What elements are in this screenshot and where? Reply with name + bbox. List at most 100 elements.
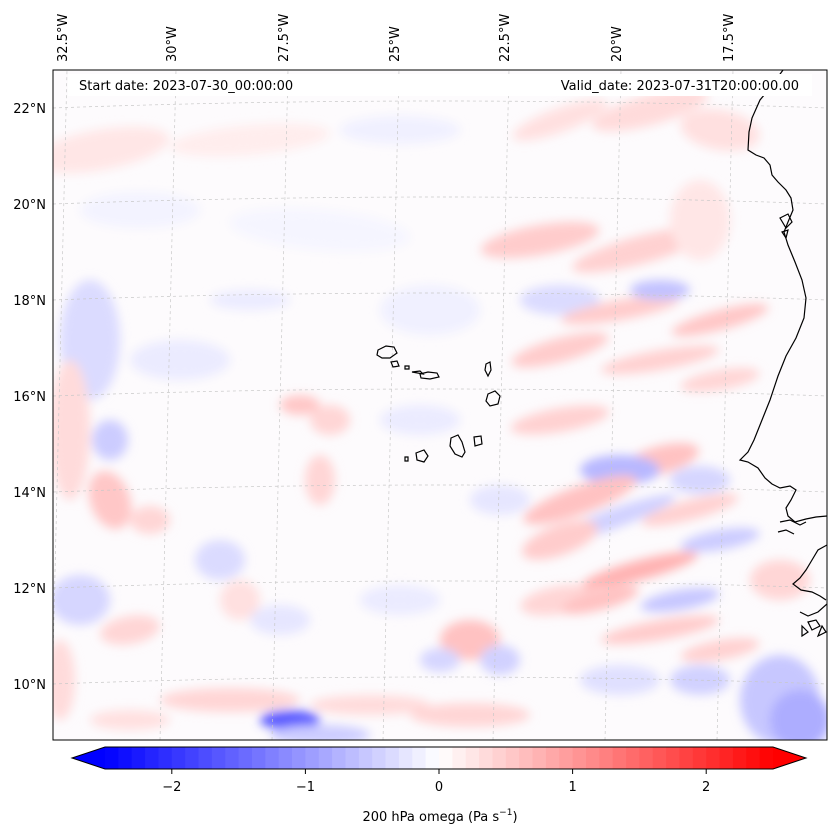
omega-patch <box>130 340 230 380</box>
start-date-label: Start date: 2023-07-30_00:00:00 <box>79 79 293 94</box>
island-maio <box>473 435 483 447</box>
colorbar-tick-label: 1 <box>568 780 576 795</box>
colorbar-bin <box>238 747 253 769</box>
colorbar-bin <box>292 747 306 769</box>
meridian-line <box>159 70 177 740</box>
omega-patch <box>310 405 350 435</box>
lat-tick-label: 16°N <box>13 390 46 405</box>
omega-patch <box>90 710 170 730</box>
omega-patch <box>520 285 600 315</box>
colorbar-outline <box>70 746 808 770</box>
omega-patch <box>581 551 699 589</box>
africa-coastline <box>738 70 827 523</box>
guinea-islands <box>801 619 827 638</box>
colorbar-bin <box>318 747 333 769</box>
colorbar-bin <box>211 747 226 769</box>
meridian-line <box>604 70 622 740</box>
omega-patch <box>53 640 75 720</box>
colorbar-bin <box>679 747 694 769</box>
omega-patch <box>260 710 320 730</box>
omega-patch <box>671 303 769 337</box>
map-frame <box>52 69 828 741</box>
longitude-labels: 32.5°W 30°W 27.5°W 25°W 22.5°W 20°W 17.5°W <box>56 14 737 62</box>
colorbar-bin <box>692 747 707 769</box>
omega-patch <box>670 180 730 260</box>
omega-patch <box>380 285 480 335</box>
island-santo-antao <box>376 345 398 359</box>
colorbar-bin <box>652 747 667 769</box>
colorbar-bin <box>345 747 360 769</box>
island-sao-vicente <box>390 360 400 368</box>
lon-tick-label: 22.5°W <box>498 14 513 62</box>
colorbar-bin <box>439 747 453 769</box>
meridian-line <box>716 70 734 740</box>
colorbar-bin <box>545 747 560 769</box>
sierra-leone-coast <box>799 603 827 617</box>
parallel-line <box>53 388 827 397</box>
parallel-line <box>53 196 827 205</box>
omega-patch <box>88 470 132 530</box>
omega-patch <box>80 192 200 228</box>
lat-tick-label: 14°N <box>13 486 46 501</box>
omega-patch <box>100 615 160 645</box>
omega-patch <box>250 605 310 635</box>
colorbar-bin <box>171 747 186 769</box>
island-brava <box>404 456 409 462</box>
cape-verde-islands <box>376 345 501 463</box>
omega-patch <box>591 88 709 132</box>
island-sal <box>484 361 492 378</box>
lat-tick-label: 22°N <box>13 102 46 117</box>
lat-tick-label: 10°N <box>13 678 46 693</box>
lon-tick-label: 27.5°W <box>277 14 292 62</box>
parallel-line <box>53 676 827 685</box>
omega-patch <box>230 208 410 252</box>
colorbar-bin <box>732 747 747 769</box>
omega-patch <box>440 620 500 660</box>
island-sao-nicolau-east <box>419 371 440 380</box>
colorbar-bin <box>505 747 520 769</box>
lon-tick-label: 32.5°W <box>56 14 71 62</box>
colorbar-tick-label: −2 <box>162 780 181 795</box>
omega-patch <box>770 690 827 740</box>
island-santa-luzia <box>404 365 410 370</box>
gridlines <box>53 70 827 740</box>
omega-patch <box>580 665 660 695</box>
lon-tick-label: 20°W <box>610 26 625 62</box>
parallel-line <box>53 580 827 589</box>
colorbar-bin <box>572 747 587 769</box>
omega-patch <box>522 520 598 560</box>
island-santiago <box>449 434 466 458</box>
colorbar-bin <box>251 747 266 769</box>
colorbar-bin <box>398 747 413 769</box>
omega-patch <box>53 575 110 625</box>
omega-patch <box>511 332 609 368</box>
map-area <box>52 69 828 741</box>
omega-patch <box>410 703 530 727</box>
colorbar-bin <box>585 747 600 769</box>
colorbar-bin <box>118 747 133 769</box>
colorbar-bins <box>105 747 774 769</box>
colorbar-max-extend <box>773 747 806 769</box>
omega-patch <box>220 580 260 620</box>
island-fogo <box>415 449 429 463</box>
omega-patch <box>480 645 520 675</box>
omega-patch <box>53 360 90 500</box>
omega-patch <box>680 109 760 151</box>
colorbar-bin <box>719 747 734 769</box>
coast-islands <box>779 213 793 240</box>
colorbar-bin <box>131 747 146 769</box>
omega-patch <box>280 395 320 415</box>
colorbar-bin <box>278 747 293 769</box>
colorbar-tick-label: 2 <box>702 780 710 795</box>
colorbar-bin <box>519 747 534 769</box>
colorbar-bin <box>358 747 373 769</box>
gambia-coast <box>777 519 807 535</box>
colorbar-bin <box>452 747 467 769</box>
lat-tick-label: 18°N <box>13 294 46 309</box>
colorbar-bin <box>599 747 614 769</box>
colorbar-bin <box>479 747 494 769</box>
omega-patch <box>523 475 637 525</box>
colorbar-bin <box>198 747 213 769</box>
colorbar-bin <box>532 747 547 769</box>
